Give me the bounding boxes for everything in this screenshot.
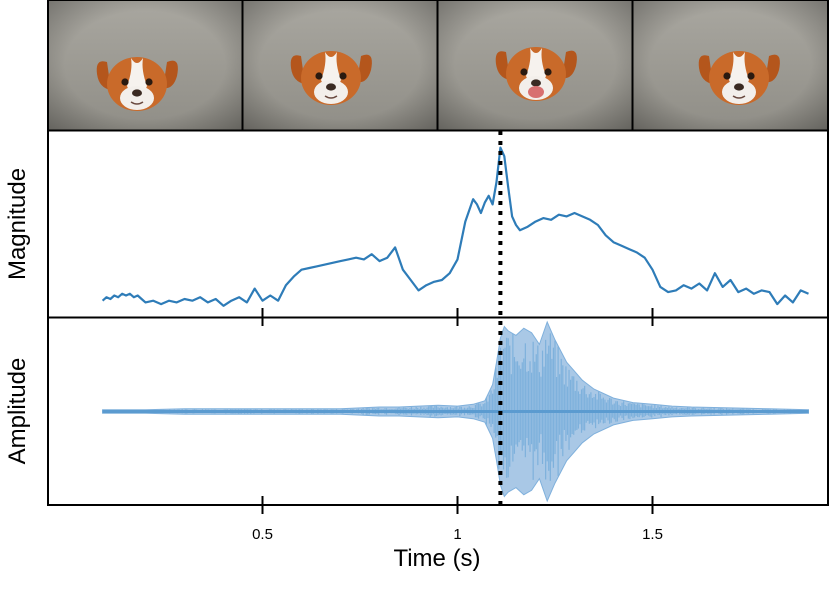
x-tick-label: 1.5 — [642, 526, 663, 543]
magnitude-axis-label: Magnitude — [4, 168, 31, 280]
magnitude-series-line — [101, 146, 809, 307]
video-frame-3 — [438, 0, 632, 130]
open-mouth — [528, 86, 544, 98]
video-frame-2 — [243, 0, 437, 130]
x-tick-label: 1 — [453, 526, 461, 543]
amplitude-axis-label: Amplitude — [4, 358, 31, 465]
x-axis-tick-labels: 0.5 1 1.5 — [252, 526, 663, 543]
x-axis-ticks — [261, 308, 654, 514]
video-frame-4 — [633, 0, 828, 130]
x-tick-label: 0.5 — [252, 526, 273, 543]
x-axis-label: Time (s) — [393, 545, 480, 572]
frame-strip — [48, 0, 828, 130]
plot-border — [47, 0, 829, 506]
video-frame-1 — [48, 0, 242, 130]
